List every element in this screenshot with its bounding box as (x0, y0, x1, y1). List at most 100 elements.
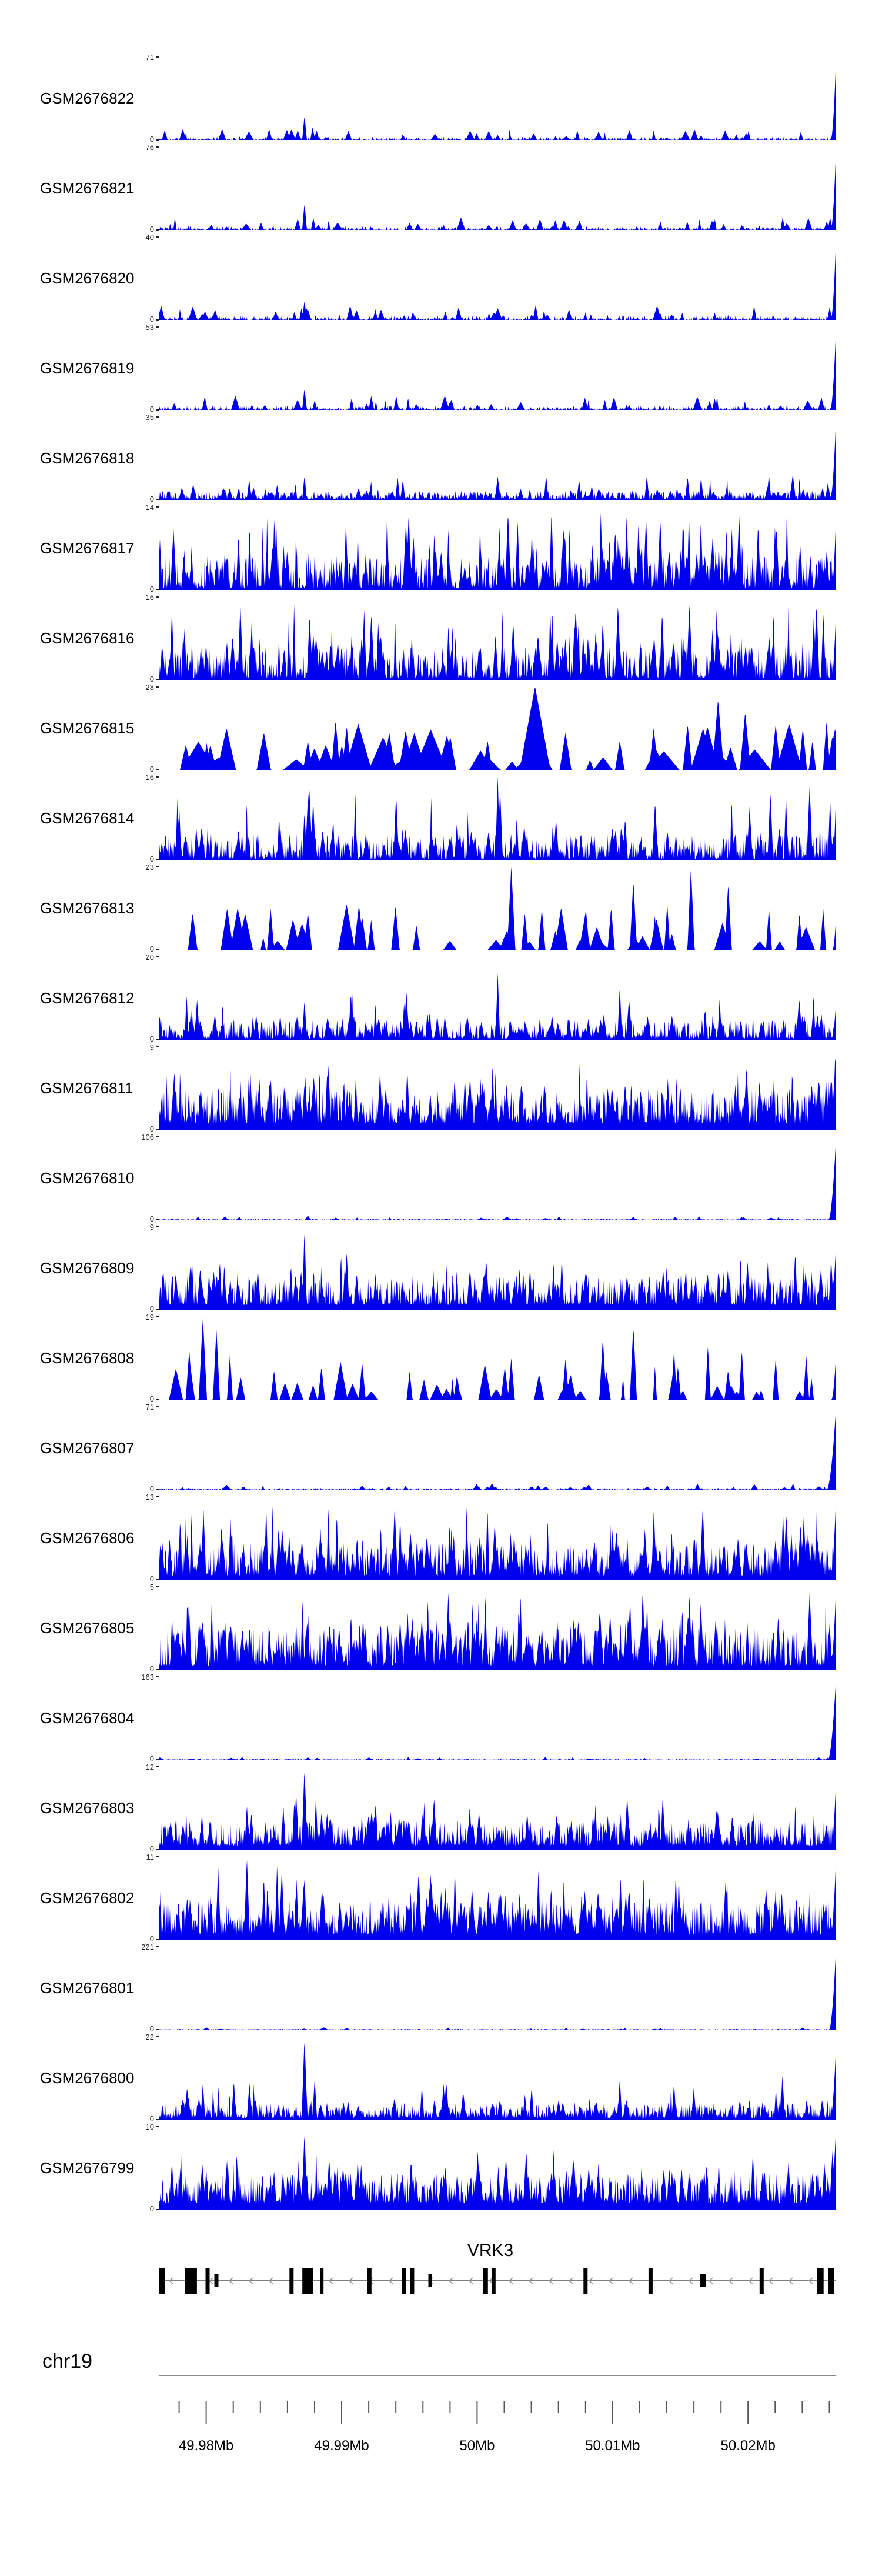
y-axis-zero-label: 0 (149, 585, 154, 593)
y-axis-tick (156, 1039, 159, 1040)
strand-arrow-icon (708, 2277, 713, 2284)
y-axis-zero-label: 0 (149, 945, 154, 953)
track-label: GSM2676816 (40, 629, 135, 647)
track-label: GSM2676800 (40, 2068, 135, 2087)
signal-plot: 71 0 (146, 1403, 836, 1493)
chromosome-label: chr19 (42, 2350, 93, 2373)
y-axis-tick (156, 1316, 159, 1317)
y-axis-tick (156, 1669, 159, 1670)
track-label: GSM2676813 (40, 899, 135, 917)
track-row: GSM2676812 20 0 (0, 953, 836, 1043)
axis-tick-label: 49.98Mb (179, 2438, 233, 2454)
y-axis-tick (156, 2036, 159, 2037)
y-axis-zero-label: 0 (149, 405, 154, 413)
signal-plot: 35 0 (146, 413, 836, 503)
signal-plot: 16 0 (146, 593, 836, 683)
strand-arrow-icon (748, 2277, 753, 2284)
y-axis-max-label: 40 (145, 233, 154, 242)
exon-box (214, 2274, 219, 2287)
y-axis-zero-label: 0 (149, 1035, 154, 1043)
y-axis-tick (156, 1226, 159, 1227)
signal-plot: 71 0 (146, 54, 836, 143)
y-axis-max-label: 12 (145, 1763, 154, 1771)
y-axis-tick (156, 1586, 159, 1587)
y-axis-max-label: 76 (145, 143, 154, 152)
y-axis-max-label: 14 (145, 503, 154, 512)
exon-box (367, 2268, 372, 2294)
signal-plot: 53 0 (146, 323, 836, 413)
y-axis-zero-label: 0 (149, 2204, 154, 2213)
y-axis-tick (156, 326, 159, 328)
exon-box (289, 2268, 294, 2294)
signal-area (159, 2041, 836, 2120)
signal-area (159, 146, 836, 230)
y-axis-tick (156, 679, 159, 680)
signal-svg (159, 1496, 836, 1580)
signal-area (159, 1946, 836, 2030)
signal-area (159, 416, 836, 500)
y-axis-zero-label: 0 (149, 225, 154, 233)
signal-area (159, 1856, 836, 1940)
strand-arrow-icon (548, 2277, 553, 2284)
signal-area (159, 1676, 836, 1760)
signal-svg (159, 688, 836, 770)
strand-arrow-icon (508, 2277, 513, 2284)
genome-axis-ruler: 49.98Mb 49.99Mb 50Mb 50.01Mb 50.02Mb (178, 2401, 830, 2454)
strand-arrow-icon (488, 2277, 493, 2284)
track-row: GSM2676802 11 0 (0, 1853, 836, 1943)
axis-tick-label: 49.99Mb (314, 2438, 369, 2454)
strand-arrow-icon (808, 2277, 813, 2284)
signal-area (159, 1771, 836, 1850)
exon-box (492, 2268, 496, 2294)
y-axis-max-label: 13 (145, 1493, 154, 1501)
track-label: GSM2676802 (40, 1888, 135, 1907)
y-axis-max-label: 10 (145, 2123, 154, 2131)
y-axis-tick (156, 686, 159, 688)
y-axis-zero-label: 0 (149, 1125, 154, 1133)
y-axis-max-label: 16 (145, 773, 154, 782)
signal-area (159, 973, 836, 1040)
y-axis-zero-label: 0 (149, 1844, 154, 1853)
y-axis-zero-label: 0 (149, 855, 154, 863)
y-axis-tick (156, 596, 159, 598)
exon-box (700, 2274, 706, 2287)
signal-plot: 163 0 (141, 1673, 836, 1763)
signal-plot: 19 0 (146, 1313, 836, 1403)
y-axis-max-label: 23 (145, 863, 154, 872)
signal-svg (159, 2126, 836, 2210)
track-row: GSM2676820 40 0 (0, 233, 836, 323)
signal-area (159, 56, 836, 140)
exon-box (159, 2268, 165, 2294)
strand-arrow-icon (528, 2277, 533, 2284)
y-axis-tick (156, 1946, 159, 1947)
track-row: GSM2676815 28 0 (0, 683, 836, 773)
signal-svg (159, 56, 836, 140)
gene-model-track (159, 2268, 836, 2294)
signal-plot: 76 0 (146, 144, 836, 233)
signal-area (159, 776, 836, 860)
y-axis-tick (156, 2029, 159, 2030)
y-axis-max-label: 11 (146, 1853, 155, 1861)
y-axis-tick (156, 949, 159, 950)
signal-svg (159, 416, 836, 500)
track-label: GSM2676805 (40, 1619, 135, 1637)
gene-name-label: VRK3 (467, 2241, 514, 2260)
strand-arrow-icon (608, 2277, 613, 2284)
signal-plot: 221 0 (141, 1943, 836, 2033)
exon-box (402, 2268, 406, 2294)
y-axis-tick (156, 1766, 159, 1767)
track-row: GSM2676800 22 0 (0, 2033, 836, 2123)
signal-area (159, 1046, 836, 1130)
signal-svg (159, 1771, 836, 1850)
signal-plot: 40 0 (146, 233, 836, 323)
exon-box (205, 2268, 210, 2294)
y-axis-max-label: 16 (145, 593, 154, 602)
y-axis-tick (156, 506, 159, 508)
track-label: GSM2676820 (40, 269, 135, 287)
strand-arrow-icon (268, 2277, 273, 2284)
signal-plot: 23 0 (146, 863, 836, 953)
strand-arrow-icon (768, 2277, 773, 2284)
signal-plot: 28 0 (146, 683, 836, 773)
y-axis-tick (156, 409, 159, 411)
